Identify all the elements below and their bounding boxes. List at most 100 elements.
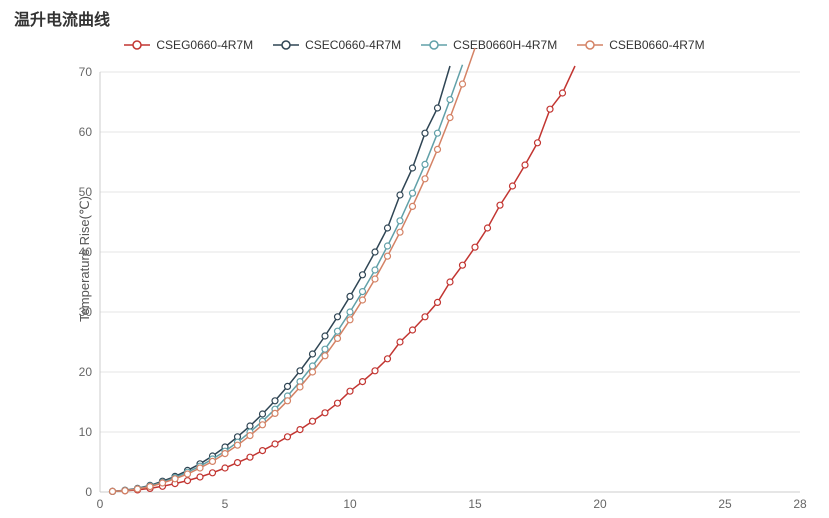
series-marker[interactable] [335,335,341,341]
series-marker[interactable] [360,379,366,385]
series-marker[interactable] [197,474,203,480]
series-marker[interactable] [247,454,253,460]
series-marker[interactable] [310,369,316,375]
series-marker[interactable] [372,249,378,255]
series-marker[interactable] [372,267,378,273]
x-tick-label: 0 [97,497,104,511]
series-marker[interactable] [372,368,378,374]
series-marker[interactable] [435,146,441,152]
legend-marker-icon [421,39,447,51]
series-marker[interactable] [185,471,191,477]
series-marker[interactable] [385,243,391,249]
series-marker[interactable] [422,161,428,167]
series-marker[interactable] [435,299,441,305]
series-line[interactable] [113,66,576,491]
series-marker[interactable] [260,411,266,417]
series-marker[interactable] [447,279,453,285]
y-tick-label: 10 [79,425,93,439]
series-marker[interactable] [360,289,366,295]
series-marker[interactable] [260,448,266,454]
series-line[interactable] [113,65,463,492]
series-marker[interactable] [535,140,541,146]
series-marker[interactable] [247,423,253,429]
series-marker[interactable] [310,351,316,357]
series-marker[interactable] [297,384,303,390]
series-marker[interactable] [397,218,403,224]
legend-item[interactable]: CSEB0660H-4R7M [421,38,557,52]
legend-marker-icon [273,39,299,51]
series-marker[interactable] [322,346,328,352]
series-marker[interactable] [185,478,191,484]
x-tick-label: 10 [343,497,357,511]
series-marker[interactable] [322,333,328,339]
series-marker[interactable] [272,398,278,404]
series-marker[interactable] [360,272,366,278]
series-marker[interactable] [335,314,341,320]
series-marker[interactable] [197,465,203,471]
series-marker[interactable] [547,106,553,112]
series-marker[interactable] [322,353,328,359]
legend-item[interactable]: CSEC0660-4R7M [273,38,401,52]
series-marker[interactable] [272,441,278,447]
series-marker[interactable] [397,192,403,198]
series-marker[interactable] [422,176,428,182]
series-marker[interactable] [322,410,328,416]
series-marker[interactable] [385,225,391,231]
series-marker[interactable] [285,434,291,440]
series-marker[interactable] [397,339,403,345]
series-marker[interactable] [210,470,216,476]
series-marker[interactable] [410,327,416,333]
series-marker[interactable] [135,486,141,492]
series-marker[interactable] [335,328,341,334]
series-marker[interactable] [310,418,316,424]
series-marker[interactable] [435,105,441,111]
series-marker[interactable] [347,293,353,299]
series-marker[interactable] [235,460,241,466]
series-marker[interactable] [422,314,428,320]
series-marker[interactable] [435,130,441,136]
series-marker[interactable] [472,244,478,250]
series-marker[interactable] [147,484,153,490]
series-marker[interactable] [235,442,241,448]
series-marker[interactable] [210,458,216,464]
series-marker[interactable] [347,309,353,315]
series-marker[interactable] [410,165,416,171]
series-marker[interactable] [360,297,366,303]
x-tick-label: 15 [468,497,482,511]
series-marker[interactable] [510,183,516,189]
series-marker[interactable] [522,162,528,168]
series-marker[interactable] [422,130,428,136]
series-marker[interactable] [397,229,403,235]
series-marker[interactable] [222,451,228,457]
series-marker[interactable] [285,383,291,389]
series-marker[interactable] [335,400,341,406]
series-line[interactable] [113,48,476,491]
series-marker[interactable] [122,488,128,494]
series-marker[interactable] [297,368,303,374]
series-marker[interactable] [347,388,353,394]
series-marker[interactable] [272,410,278,416]
series-marker[interactable] [372,276,378,282]
series-marker[interactable] [447,97,453,103]
series-marker[interactable] [385,253,391,259]
series-marker[interactable] [247,433,253,439]
series-marker[interactable] [497,202,503,208]
series-marker[interactable] [485,225,491,231]
series-marker[interactable] [160,480,166,486]
series-marker[interactable] [560,90,566,96]
series-marker[interactable] [347,317,353,323]
series-marker[interactable] [410,190,416,196]
series-marker[interactable] [447,115,453,121]
series-marker[interactable] [460,262,466,268]
series-marker[interactable] [110,488,116,494]
series-marker[interactable] [297,427,303,433]
series-line[interactable] [113,66,451,491]
series-marker[interactable] [285,398,291,404]
series-marker[interactable] [460,81,466,87]
series-marker[interactable] [172,476,178,482]
series-marker[interactable] [260,422,266,428]
series-marker[interactable] [222,465,228,471]
series-marker[interactable] [385,356,391,362]
series-marker[interactable] [410,203,416,209]
legend-item[interactable]: CSEB0660-4R7M [577,38,704,52]
